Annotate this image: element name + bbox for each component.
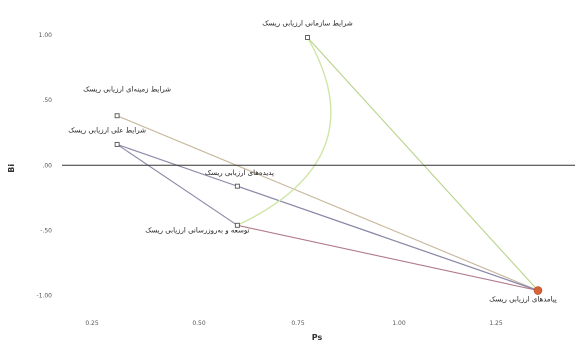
point-label: شرایط علی ارزیابی ریسک bbox=[68, 126, 146, 134]
connection-curve bbox=[237, 37, 332, 226]
x-tick-label: 1.25 bbox=[489, 320, 503, 327]
connection-line bbox=[116, 143, 238, 226]
x-tick-label: 0.75 bbox=[291, 320, 305, 327]
point-label: پیامدهای ارزیابی ریسک bbox=[489, 296, 557, 304]
x-tick-label: 0.25 bbox=[85, 320, 99, 327]
data-point bbox=[305, 35, 310, 40]
data-point bbox=[234, 183, 240, 189]
x-tick-label: 0.50 bbox=[192, 320, 206, 327]
connection-line bbox=[237, 224, 539, 292]
data-point bbox=[114, 113, 120, 119]
y-axis-title: Bi bbox=[7, 164, 16, 173]
x-axis-title: Ps bbox=[312, 333, 323, 342]
x-tick-labels: 0.25 0.50 0.75 1.00 1.25 bbox=[85, 320, 503, 327]
point-labels: شرایط سازمانی ارزیابی ریسک شرایط زمینه‌ای… bbox=[68, 19, 557, 303]
point-label: شرایط سازمانی ارزیابی ریسک bbox=[262, 19, 353, 27]
point-label: پدیده‌های ارزیابی ریسک bbox=[205, 169, 274, 177]
y-tick-label: 1.00 bbox=[39, 32, 53, 39]
connection-curves bbox=[237, 37, 332, 226]
y-tick-label: -.50 bbox=[40, 228, 52, 235]
y-tick-label: -1.00 bbox=[36, 293, 52, 300]
data-point bbox=[114, 141, 120, 147]
x-tick-label: 1.00 bbox=[392, 320, 406, 327]
point-label: شرایط زمینه‌ای ارزیابی ریسک bbox=[83, 86, 171, 94]
connection-line bbox=[116, 115, 539, 292]
data-point bbox=[533, 286, 543, 295]
y-tick-labels: 1.00 .50 .00 -.50 -1.00 bbox=[36, 32, 52, 300]
connection-lines bbox=[116, 37, 539, 292]
point-label: توسعه و به‌روزرسانی ارزیابی ریسک bbox=[145, 226, 249, 234]
data-points bbox=[114, 35, 543, 295]
y-tick-label: .50 bbox=[42, 97, 52, 104]
connection-line bbox=[307, 37, 539, 291]
data-point bbox=[234, 222, 240, 228]
connection-line bbox=[237, 185, 539, 292]
y-tick-label: .00 bbox=[42, 162, 52, 169]
